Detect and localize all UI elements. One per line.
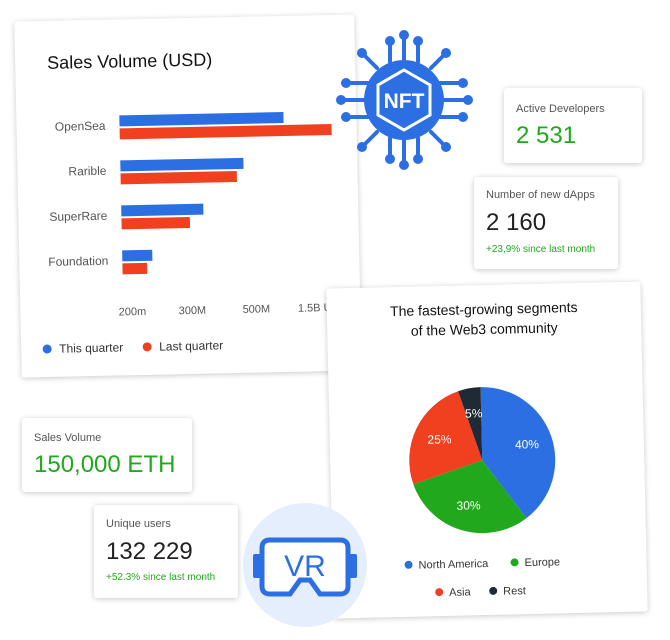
bar-category-label: Rarible bbox=[68, 164, 107, 179]
nft-badge-text: NFT bbox=[384, 90, 425, 113]
vr-badge-text: VR bbox=[284, 550, 326, 583]
sales-volume-value: 150,000 ETH bbox=[34, 451, 176, 478]
legend-label: Rest bbox=[503, 585, 526, 598]
pie-slice bbox=[409, 391, 483, 485]
pie-slice bbox=[480, 387, 556, 519]
vr-headset-icon: VR bbox=[243, 503, 367, 627]
legend-marker bbox=[489, 586, 498, 595]
pie-slice-label: 30% bbox=[456, 498, 481, 513]
active-developers-value: 2 531 bbox=[516, 122, 577, 149]
legend-label: Asia bbox=[449, 586, 472, 599]
bar-1 bbox=[120, 170, 237, 185]
x-tick-label: 300M bbox=[179, 305, 207, 318]
legend-label: Europe bbox=[524, 556, 560, 569]
legend-marker bbox=[42, 344, 52, 354]
bar-category-label: OpenSea bbox=[55, 119, 106, 134]
bar-1 bbox=[119, 123, 332, 140]
pie-slice bbox=[413, 460, 527, 534]
unique-users-change: +52.3% since last month bbox=[106, 572, 216, 583]
bar-0 bbox=[119, 111, 284, 127]
bar-0 bbox=[122, 249, 153, 262]
pie-slice-label: 25% bbox=[427, 432, 452, 447]
active-developers-card: Active Developers 2 531 bbox=[504, 88, 642, 163]
new-dapps-change: +23,9% since last month bbox=[486, 244, 596, 255]
pie-slice bbox=[458, 387, 483, 461]
pie-slice-label: 40% bbox=[515, 437, 540, 452]
new-dapps-label: Number of new dApps bbox=[486, 189, 595, 201]
legend-label: Last quarter bbox=[159, 338, 223, 353]
bar-1 bbox=[122, 262, 148, 275]
pie-slice-label: 5% bbox=[465, 406, 483, 420]
active-developers-label: Active Developers bbox=[516, 103, 605, 115]
new-dapps-card: Number of new dApps 2 160 +23,9% since l… bbox=[474, 177, 618, 269]
bar-0 bbox=[121, 203, 204, 217]
legend-label: This quarter bbox=[59, 340, 123, 355]
bar-1 bbox=[121, 216, 191, 230]
legend-label: North America bbox=[418, 558, 489, 572]
bar-category-label: Foundation bbox=[48, 254, 108, 269]
legend-marker bbox=[435, 588, 444, 597]
sales-bar-chart: OpenSea Rarible SuperRare Foundation 200m 300… bbox=[42, 111, 347, 356]
legend-marker bbox=[404, 560, 413, 569]
sales-volume-card: Sales Volume 150,000 ETH bbox=[22, 418, 192, 492]
x-tick-label: 500M bbox=[243, 303, 271, 316]
segments-chart-card: The fastest-growing segments of the Web3… bbox=[326, 281, 648, 619]
legend-marker bbox=[510, 558, 519, 567]
sales-volume-label: Sales Volume bbox=[34, 432, 102, 444]
bar-0 bbox=[120, 157, 244, 172]
legend-marker bbox=[142, 342, 152, 352]
unique-users-label: Unique users bbox=[106, 518, 171, 530]
segments-pie-chart: 40% 30% 25% 5% North America Europe Asia Rest bbox=[404, 387, 560, 599]
nft-chip-icon: NFT bbox=[336, 30, 473, 170]
x-tick-label: 200m bbox=[119, 306, 147, 319]
bar-category-label: SuperRare bbox=[49, 209, 108, 224]
sales-volume-chart-card: Sales Volume (USD) OpenSea Rarible SuperRa… bbox=[14, 14, 362, 378]
unique-users-value: 132 229 bbox=[106, 538, 193, 565]
sales-chart-title: Sales Volume (USD) bbox=[46, 49, 213, 73]
new-dapps-value: 2 160 bbox=[486, 209, 547, 236]
unique-users-card: Unique users 132 229 +52.3% since last m… bbox=[94, 505, 238, 598]
